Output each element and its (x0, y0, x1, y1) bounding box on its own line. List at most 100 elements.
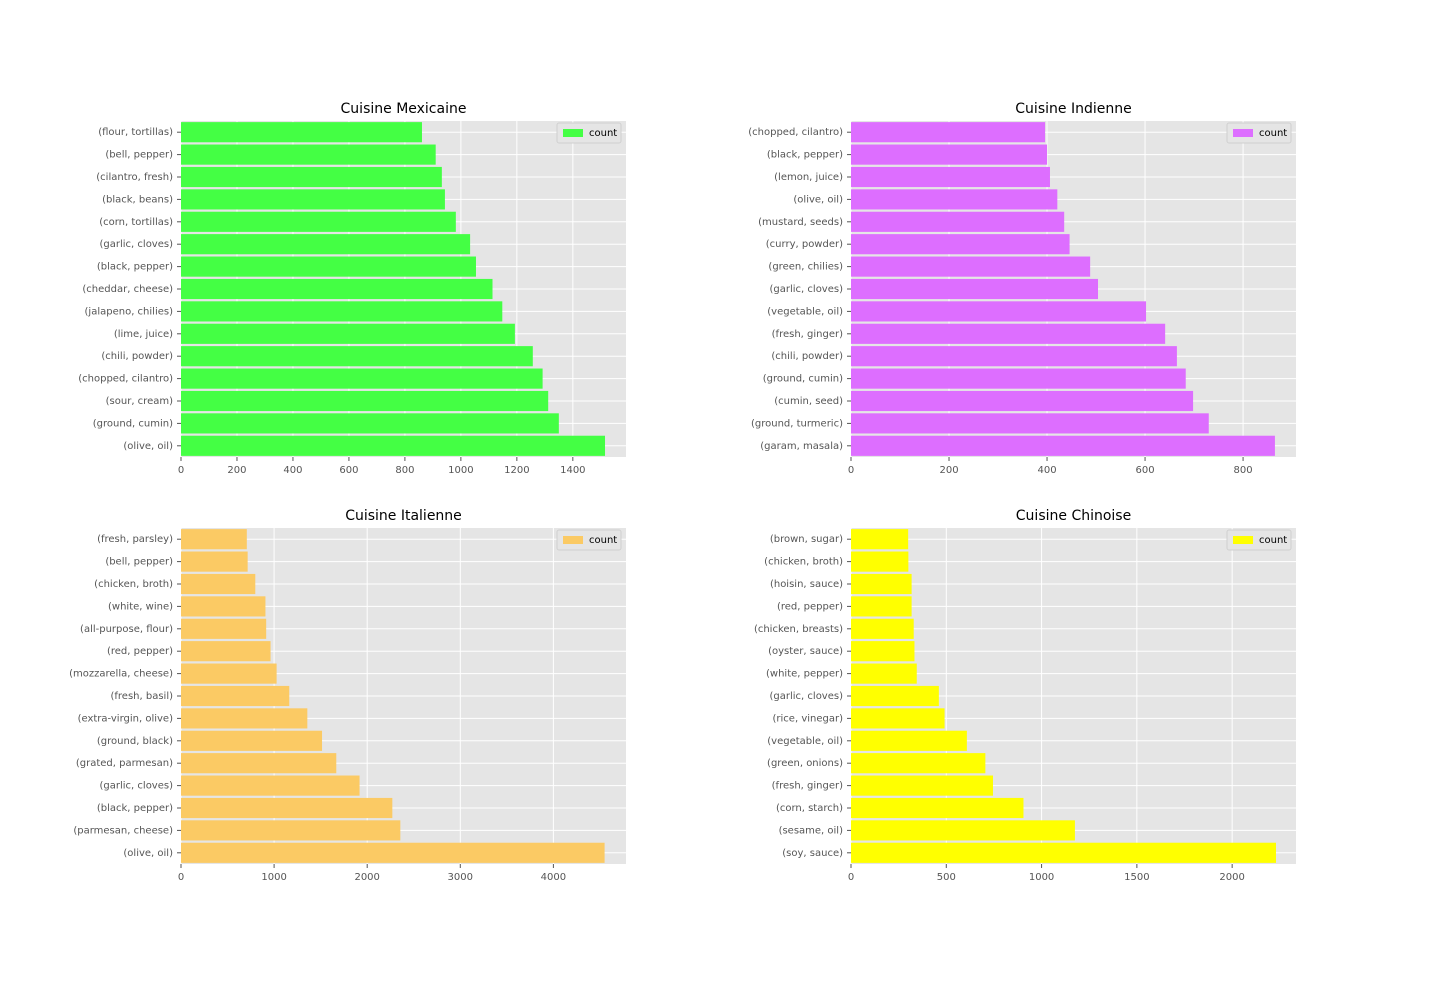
bar (851, 529, 909, 550)
bar (851, 596, 912, 617)
x-tick-label: 2000 (354, 872, 379, 883)
legend: count (1226, 122, 1292, 144)
bar (181, 144, 436, 165)
bar (181, 278, 493, 300)
y-tick-label: (mozzarella, cheese) (69, 669, 173, 680)
y-tick-label: (garlic, cloves) (100, 239, 174, 250)
y-tick-label: (bell, pepper) (105, 150, 173, 161)
bar (181, 596, 266, 617)
bar (851, 820, 1075, 841)
bar (851, 301, 1147, 322)
bar (851, 144, 1048, 165)
bar (181, 730, 323, 751)
chart-chinoise: (soy, sauce) (sesame, oil) (corn, starch) (… (754, 508, 1296, 883)
y-tick-label: (green, onions) (767, 758, 843, 769)
legend-box (1226, 122, 1292, 144)
y-tick-label: (cilantro, fresh) (96, 172, 173, 183)
y-tick-label: (olive, oil) (123, 441, 173, 452)
y-tick-label: (corn, starch) (776, 803, 843, 814)
chart-title: Cuisine Mexicaine (341, 101, 467, 117)
x-tick-label: 200 (939, 465, 958, 476)
bar (851, 685, 939, 707)
y-tick-label: (fresh, basil) (110, 691, 173, 702)
legend-box (556, 122, 622, 144)
bar (851, 435, 1275, 456)
bar (851, 390, 1194, 412)
y-tick-label: (garam, masala) (760, 441, 843, 452)
x-tick-label: 400 (283, 465, 302, 476)
y-tick-label: (sesame, oil) (779, 825, 844, 836)
legend-swatch (1233, 536, 1253, 544)
bar (851, 166, 1050, 188)
x-tick-label: 600 (1136, 465, 1155, 476)
legend-box (556, 529, 622, 551)
y-tick-label: (white, wine) (108, 601, 173, 612)
y-tick-label: (lime, juice) (114, 329, 173, 340)
bar (851, 413, 1209, 434)
bar (851, 708, 945, 729)
x-tick-label: 200 (227, 465, 246, 476)
y-tick-label: (extra-virgin, olive) (78, 713, 173, 724)
y-tick-label: (garlic, cloves) (770, 284, 844, 295)
x-tick-label: 0 (848, 465, 854, 476)
legend-label: count (589, 535, 617, 546)
y-tick-label: (grated, parmesan) (76, 758, 173, 769)
bar (181, 256, 476, 277)
y-tick-label: (green, chilies) (768, 262, 843, 273)
bar (181, 663, 277, 684)
y-tick-label: (olive, oil) (123, 848, 173, 859)
bar (181, 618, 267, 639)
x-tick-label: 3000 (448, 872, 473, 883)
y-tick-label: (mustard, seeds) (758, 217, 843, 228)
bar (181, 685, 290, 707)
y-tick-label: (chopped, cilantro) (78, 374, 173, 385)
bar (851, 323, 1166, 344)
chart-indienne: (garam, masala) (ground, turmeric) (cumin,… (748, 101, 1296, 476)
y-tick-label: (black, pepper) (767, 150, 843, 161)
y-tick-label: (chopped, cilantro) (748, 127, 843, 138)
legend-label: count (589, 128, 617, 139)
x-tick-label: 500 (937, 872, 956, 883)
bar (181, 122, 422, 143)
bar (181, 301, 503, 322)
chart-title: Cuisine Chinoise (1016, 508, 1131, 524)
x-tick-label: 800 (395, 465, 414, 476)
x-tick-label: 4000 (541, 872, 566, 883)
y-tick-label: (soy, sauce) (782, 848, 843, 859)
bar (181, 234, 471, 255)
bar (851, 189, 1058, 210)
bar (181, 323, 515, 344)
y-tick-label: (fresh, parsley) (97, 534, 173, 545)
x-tick-label: 1000 (448, 465, 473, 476)
y-tick-label: (bell, pepper) (105, 557, 173, 568)
y-tick-label: (chili, powder) (101, 351, 173, 362)
x-tick-label: 800 (1234, 465, 1253, 476)
x-tick-label: 1200 (504, 465, 529, 476)
y-tick-label: (ground, turmeric) (751, 418, 843, 429)
legend-swatch (563, 536, 583, 544)
bar (181, 842, 605, 863)
y-tick-label: (jalapeno, chilies) (85, 306, 174, 317)
y-tick-label: (black, beans) (102, 194, 173, 205)
y-tick-label: (vegetable, oil) (767, 736, 843, 747)
y-tick-label: (ground, cumin) (763, 374, 843, 385)
y-tick-label: (garlic, cloves) (100, 781, 174, 792)
y-tick-label: (red, pepper) (107, 646, 173, 657)
legend-swatch (1233, 129, 1253, 137)
bar (181, 211, 456, 232)
y-tick-label: (curry, powder) (766, 239, 843, 250)
bar (851, 775, 993, 796)
y-tick-label: (hoisin, sauce) (770, 579, 843, 590)
bar (181, 797, 393, 819)
y-tick-label: (black, pepper) (97, 262, 173, 273)
bar (181, 166, 442, 188)
y-tick-label: (chicken, breasts) (754, 624, 843, 635)
y-tick-label: (flour, tortillas) (98, 127, 173, 138)
bar (851, 842, 1276, 863)
bar (851, 278, 1099, 300)
bar (181, 573, 256, 595)
bar (181, 775, 360, 796)
bar (181, 413, 559, 434)
legend-label: count (1259, 128, 1287, 139)
y-tick-label: (brown, sugar) (770, 534, 843, 545)
